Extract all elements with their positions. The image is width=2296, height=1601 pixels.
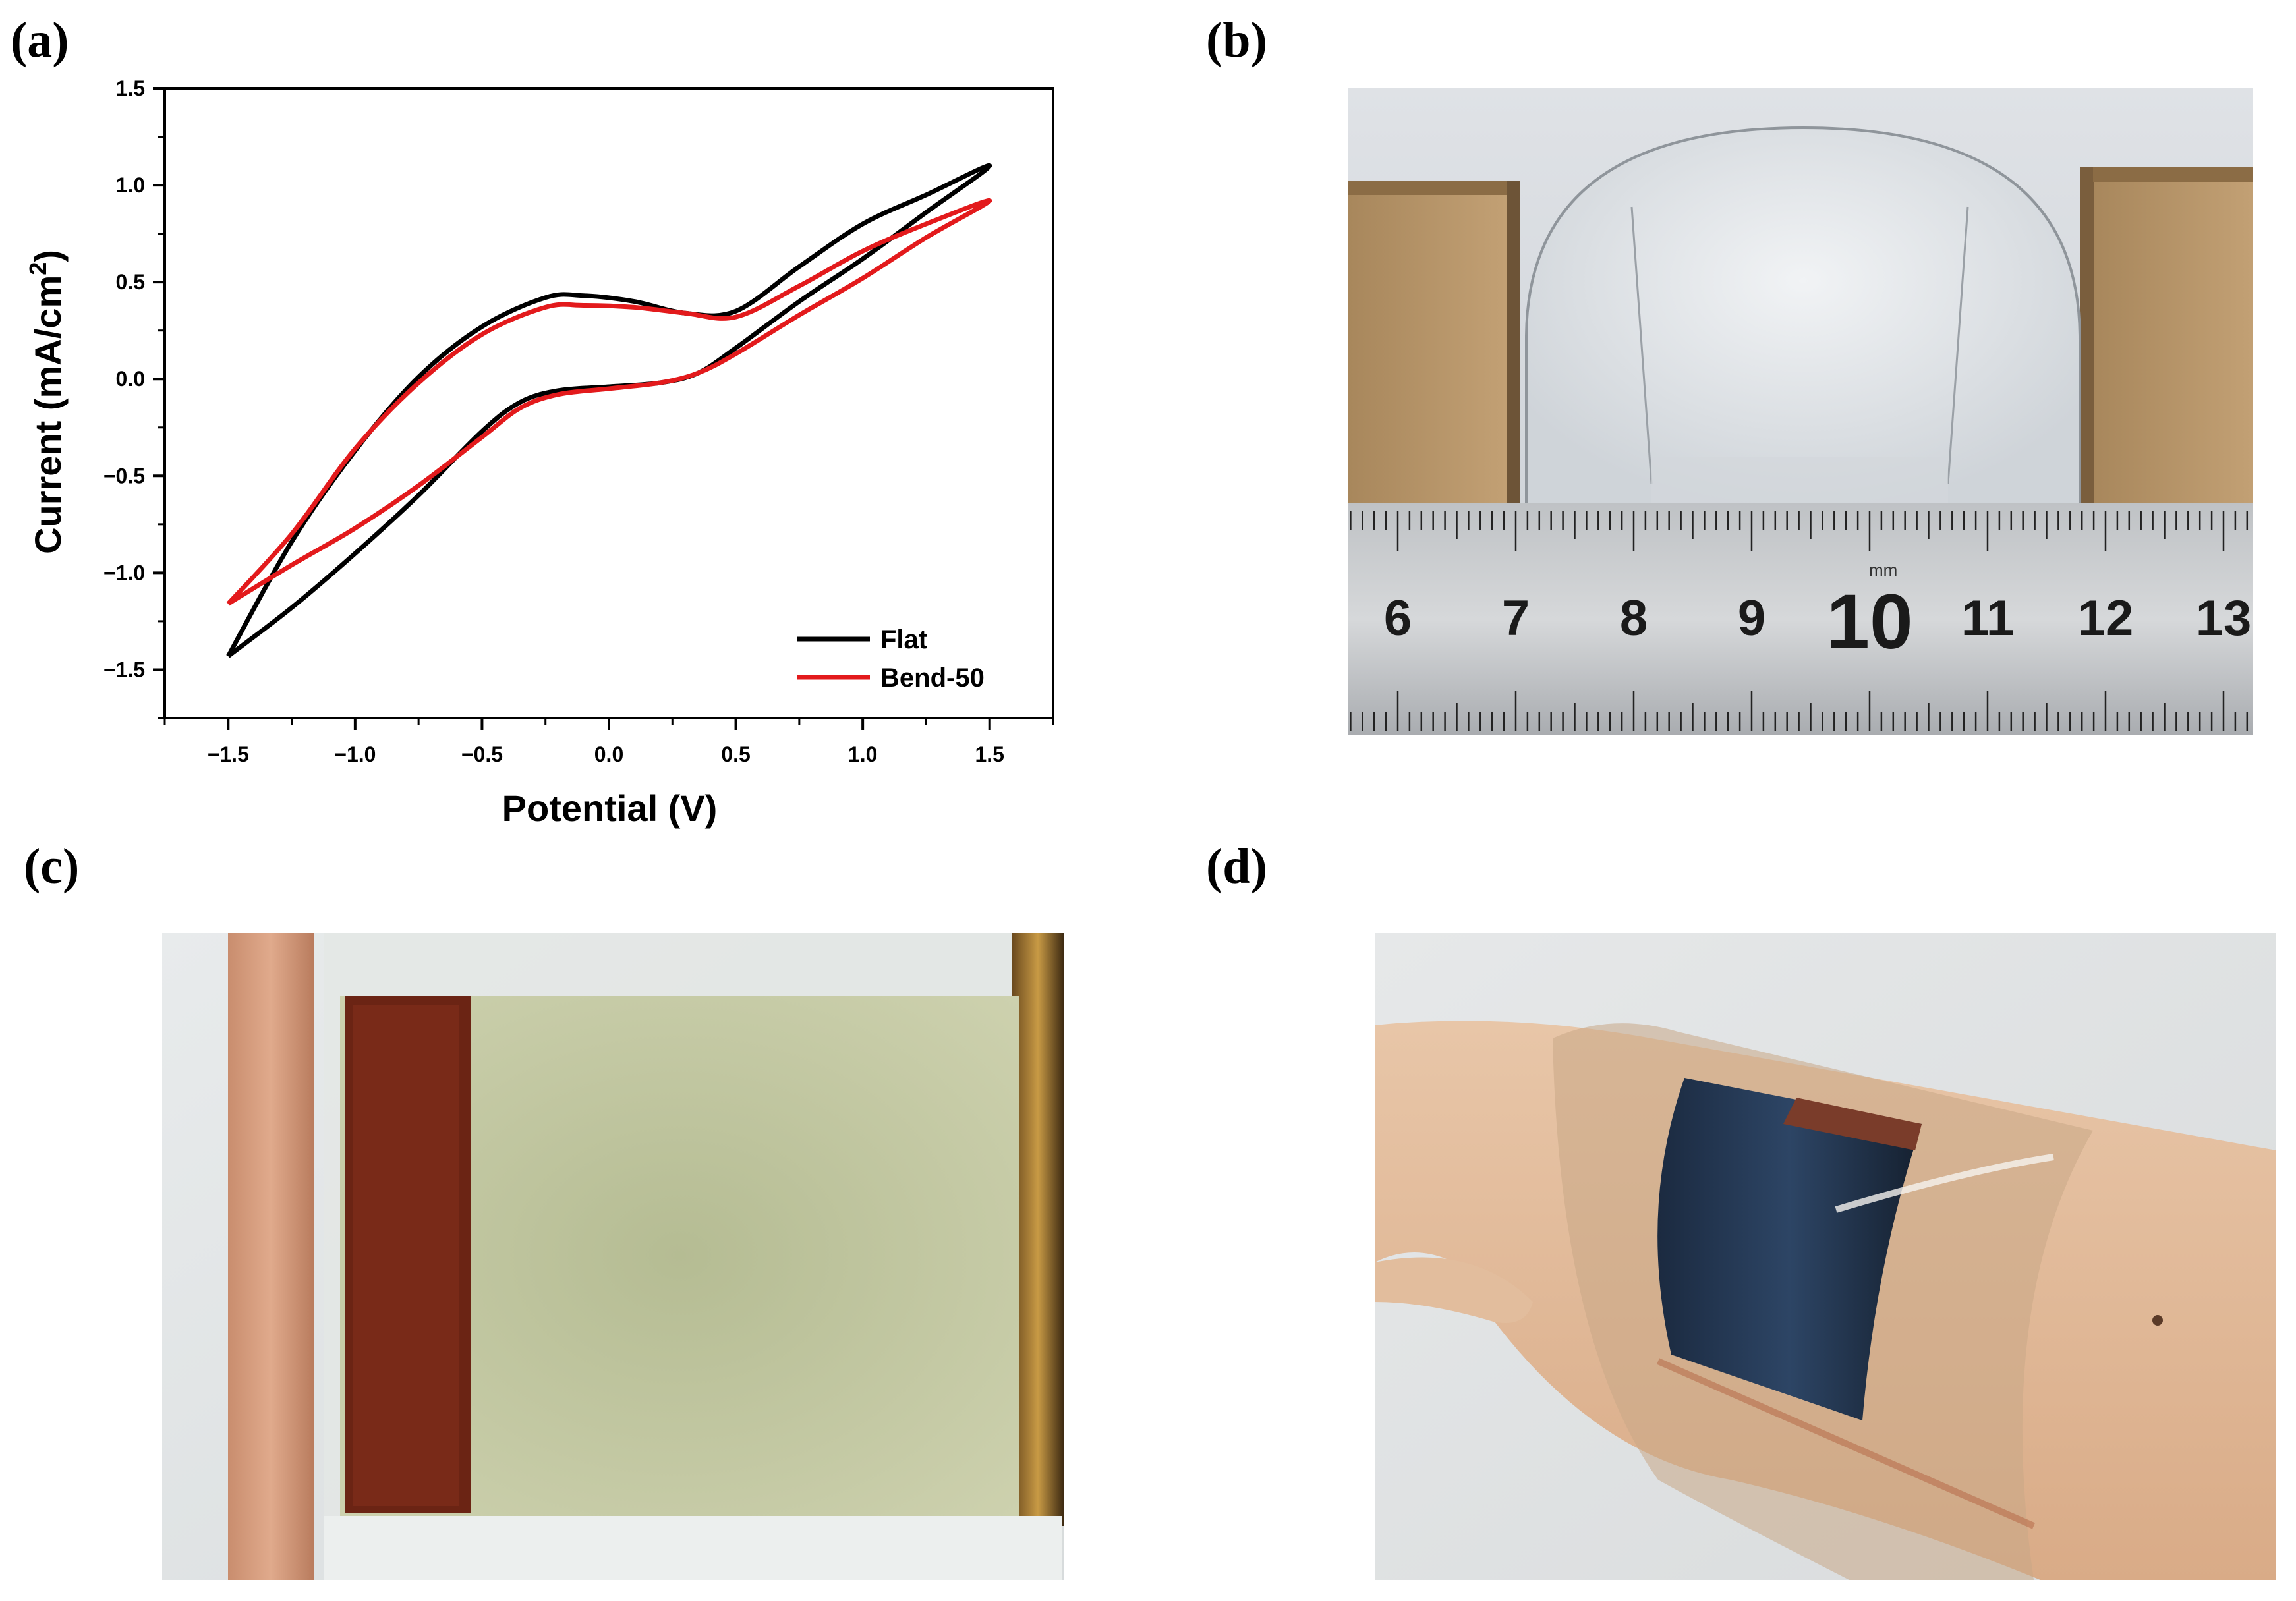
panel-label-d: (d) — [1206, 839, 1267, 894]
ruler-number: 6 — [1384, 590, 1412, 646]
copper-tape-right — [1012, 933, 1064, 1526]
x-tick-label: −1.0 — [334, 743, 376, 766]
y-tick-label: −1.0 — [103, 561, 145, 584]
ruler-number: 8 — [1620, 590, 1648, 646]
series-line-flat — [226, 163, 992, 658]
panel-label-c: (c) — [24, 839, 80, 894]
x-tick-label: 1.5 — [975, 743, 1004, 766]
x-tick-label: −0.5 — [461, 743, 503, 766]
x-tick-label: 0.0 — [594, 743, 623, 766]
plot-frame — [163, 87, 1054, 719]
ruler-unit: mm — [1869, 560, 1897, 580]
photo-bent-film-on-ruler: 6 7 8 9 10 11 12 13 mm — [1348, 88, 2253, 735]
ruler-number: 12 — [2078, 590, 2134, 646]
x-axis-label: Potential (V) — [502, 787, 718, 829]
ruler-number: 9 — [1738, 590, 1765, 646]
panel-label-b: (b) — [1206, 13, 1267, 68]
legend: Flat Bend-50 — [797, 625, 985, 692]
arm-illustration — [1375, 933, 2276, 1580]
y-tick-label: 0.0 — [116, 367, 145, 391]
device-illustration — [162, 933, 1064, 1580]
y-axis-label: Current (mA/cm2) — [24, 250, 69, 554]
series-line-bend-50 — [226, 198, 992, 606]
panel-label-a: (a) — [11, 13, 69, 68]
bent-film-illustration: 6 7 8 9 10 11 12 13 mm — [1348, 88, 2253, 735]
ruler-number: 7 — [1502, 590, 1530, 646]
ruler-number: 11 — [1961, 590, 2014, 646]
y-tick-label: −1.5 — [103, 658, 145, 681]
ruler — [1348, 503, 2253, 735]
y-tick-label: 0.5 — [116, 270, 145, 294]
colored-device-area — [1657, 1078, 1922, 1420]
photo-device-on-arm — [1375, 933, 2276, 1580]
ruler-number: 10 — [1826, 578, 1912, 665]
y-tick-label: −0.5 — [103, 464, 145, 488]
copper-tape-left — [228, 933, 314, 1580]
photo-electrochromic-device — [162, 933, 1064, 1580]
legend-label: Bend-50 — [880, 663, 985, 692]
legend-label: Flat — [880, 625, 927, 654]
y-tick-label: 1.5 — [116, 76, 145, 100]
y-tick-label: 1.0 — [116, 173, 145, 197]
mole — [2152, 1315, 2163, 1326]
cv-chart: −1.5 −1.0 −0.5 0.0 0.5 1.0 1.5 −1.5 −1.0 −0.5 0.0 0… — [24, 76, 1054, 829]
x-tick-label: 1.0 — [848, 743, 877, 766]
ruler-number: 13 — [2196, 590, 2252, 646]
x-tick-label: −1.5 — [208, 743, 249, 766]
x-tick-label: 0.5 — [721, 743, 750, 766]
